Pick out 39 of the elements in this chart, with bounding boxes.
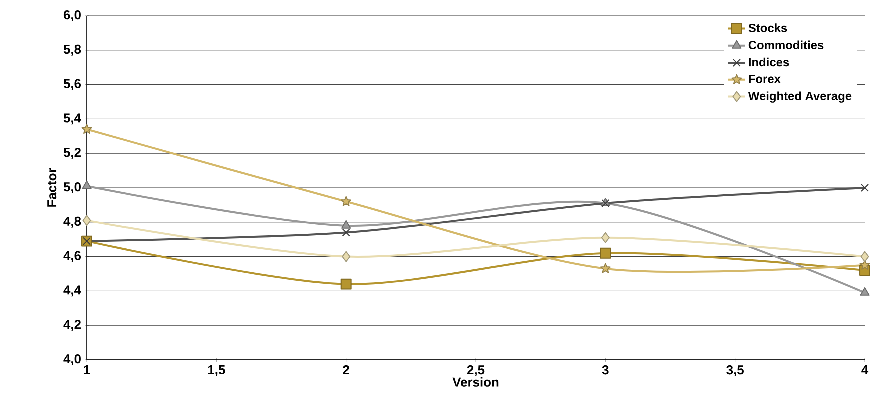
x-tick-label: 2 (343, 366, 350, 375)
x-tick-label: 1,5 (208, 366, 226, 376)
y-tick-label: 5,4 (64, 114, 82, 125)
y-tick-label: 5,6 (64, 79, 82, 90)
legend-label: Weighted Average (748, 92, 852, 103)
point (600, 263, 611, 274)
point (82, 180, 92, 190)
y-tick-label: 4,0 (64, 354, 81, 366)
legend-label: Commodities (748, 40, 824, 50)
y-tick-label: 4,6 (64, 251, 82, 262)
x-tick-label: 3 (602, 366, 609, 375)
point (860, 287, 870, 296)
legend-label: Indices (749, 58, 790, 67)
point (342, 228, 350, 237)
point (342, 220, 352, 229)
x-tick-label: 2,5 (467, 366, 485, 377)
y-tick-label: 6,0 (64, 10, 81, 22)
y-tick-label: 4,8 (64, 216, 82, 228)
point (860, 184, 870, 192)
x-tick-label: 4 (862, 366, 869, 374)
point (82, 215, 92, 226)
y-tick-label: 4,2 (64, 320, 81, 332)
point (342, 251, 351, 262)
point (340, 278, 352, 290)
x-tick-label: 1 (84, 366, 90, 374)
point (601, 232, 610, 244)
y-tick-label: 5,0 (64, 182, 81, 194)
point (341, 196, 352, 206)
y-axis-title: Factor (48, 168, 57, 207)
legend-label: Forex (749, 75, 781, 84)
point (860, 251, 870, 262)
legend-label: Stocks (748, 24, 788, 32)
x-tick-label: 3,5 (726, 366, 744, 377)
y-tick-label: 5,8 (64, 44, 82, 56)
y-tick-label: 4,4 (64, 286, 82, 297)
point (600, 248, 612, 259)
point (82, 124, 92, 134)
x-axis-title: Version (452, 377, 499, 387)
y-tick-label: 5,2 (64, 148, 81, 160)
